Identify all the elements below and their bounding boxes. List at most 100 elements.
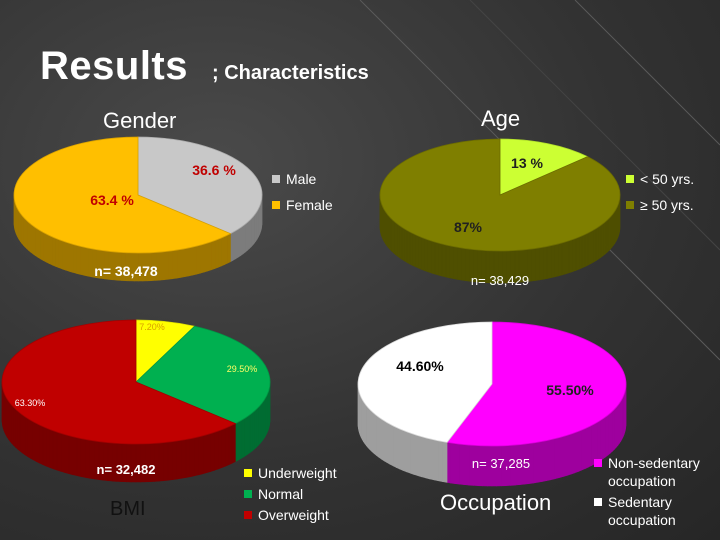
pie-wall-0-1 [221, 236, 225, 267]
pie-wall-1-1 [558, 242, 563, 277]
pie-wall-0-1 [168, 250, 173, 280]
pie-wall-2-2 [189, 437, 195, 478]
pie-wall-0-1 [176, 249, 182, 279]
pie-chart-2: 7.20% 29.50% 63.30% n= 32,482 [1, 319, 271, 483]
pie-wall-0-1 [68, 242, 74, 273]
pie-wall-0-1 [203, 242, 209, 273]
pie-wall-2-2 [158, 442, 164, 482]
pie-wall-1-1 [394, 221, 398, 257]
pie-slice-2-1 [135, 325, 271, 425]
pie-wall-0-1 [43, 231, 47, 263]
pie-wall-2-2 [17, 410, 21, 452]
pie-wall-1-1 [421, 236, 426, 272]
slice-label-0-1: 63.4 % [90, 192, 134, 208]
pie-wall-2-2 [202, 434, 208, 475]
legend-item-normal: Normal [244, 485, 337, 503]
pie-wall-1-1 [598, 224, 602, 260]
pie-wall-1-1 [593, 228, 597, 263]
pie-wall-2-2 [85, 439, 91, 479]
pie-wall-0-1 [48, 234, 53, 266]
pie-wall-2-1 [238, 419, 243, 461]
pie-wall-1-1 [445, 244, 450, 279]
legend-item-male: Male [272, 170, 333, 188]
pie-wall-3-0 [584, 426, 589, 470]
pie-wall-3-0 [546, 439, 552, 482]
pie-wall-1-1 [424, 238, 429, 273]
pie-wall-2-2 [21, 414, 26, 456]
pie-wall-2-2 [228, 424, 233, 466]
sample-size-label-1: n= 38,429 [471, 273, 529, 288]
pie-wall-2-2 [206, 433, 211, 474]
pie-wall-0-1 [55, 237, 59, 269]
pie-wall-3-1 [389, 423, 394, 467]
pie-wall-0-1 [65, 241, 70, 272]
pie-slice-3-1 [357, 321, 493, 443]
pie-wall-3-0 [463, 444, 470, 486]
pie-wall-3-0 [602, 416, 606, 460]
pie-wall-3-0 [454, 443, 460, 485]
pie-wall-2-2 [89, 439, 95, 480]
pie-wall-0-1 [207, 241, 212, 272]
pie-wall-3-1 [413, 434, 419, 477]
pie-wall-0-1 [58, 239, 63, 270]
pie-wall-1-1 [418, 235, 422, 270]
pie-wall-0-1 [211, 240, 216, 271]
pie-wall-2-2 [27, 417, 31, 459]
pie-wall-2-2 [194, 436, 199, 477]
pie-wall-3-0 [577, 429, 582, 472]
pie-wall-0-1 [159, 251, 165, 281]
pie-wall-0-1 [184, 247, 190, 278]
occupation-legend: Non-sedentary occupation Sedentary occup… [594, 454, 718, 532]
pie-wall-3-1 [381, 418, 385, 462]
pie-wall-0-1 [83, 246, 89, 277]
pie-wall-0-1 [45, 233, 50, 264]
pie-wall-1-1 [406, 229, 411, 265]
pie-wall-2-2 [56, 431, 62, 472]
pie-wall-1-1 [587, 231, 592, 266]
legend-swatch [626, 175, 634, 183]
pie-wall-1-1 [531, 248, 536, 282]
pie-wall-1-1 [572, 237, 577, 273]
pie-wall-2-2 [185, 438, 191, 478]
pie-wall-0-1 [30, 223, 34, 255]
pie-wall-1-1 [441, 243, 447, 278]
age-legend: < 50 yrs. ≥ 50 yrs. [626, 170, 694, 217]
pie-wall-0-1 [192, 245, 197, 276]
legend-swatch [626, 201, 634, 209]
pie-wall-3-0 [605, 414, 609, 458]
pie-wall-2-2 [176, 439, 182, 480]
legend-swatch [594, 498, 602, 506]
pie-wall-2-2 [72, 436, 78, 477]
legend-swatch [594, 459, 602, 467]
pie-wall-1-1 [434, 241, 439, 276]
sample-size-label-2: n= 32,482 [97, 462, 156, 477]
pie-wall-1-1 [465, 248, 470, 282]
legend-swatch [244, 469, 252, 477]
legend-item-sedentary: Sedentary occupation [594, 493, 718, 529]
pie-wall-1-1 [415, 234, 419, 269]
pie-wall-2-2 [210, 431, 215, 472]
pie-wall-2-1 [254, 408, 257, 450]
pie-wall-3-1 [429, 438, 435, 481]
pie-wall-1-1 [584, 232, 589, 267]
slice-label-2-2: 63.30% [15, 398, 46, 408]
pie-wall-2-2 [32, 421, 37, 462]
pie-wall-2-2 [231, 423, 236, 464]
pie-wall-1-1 [427, 239, 432, 274]
pie-wall-0-0 [238, 226, 242, 258]
pie-wall-0-1 [217, 237, 222, 268]
pie-wall-2-2 [167, 441, 173, 481]
pie-wall-0-1 [72, 243, 77, 274]
pie-wall-1-1 [453, 246, 458, 280]
bmi-chart-title: BMI [110, 498, 146, 520]
pie-wall-3-1 [406, 431, 411, 474]
pie-wall-1-1 [409, 231, 413, 266]
pie-wall-3-0 [550, 438, 556, 481]
pie-wall-3-1 [425, 437, 431, 480]
pie-wall-1-1 [565, 240, 570, 275]
pie-wall-0-1 [188, 246, 194, 277]
pie-wall-0-1 [172, 249, 178, 280]
pie-wall-2-2 [163, 441, 169, 482]
pie-wall-2-2 [64, 434, 70, 475]
